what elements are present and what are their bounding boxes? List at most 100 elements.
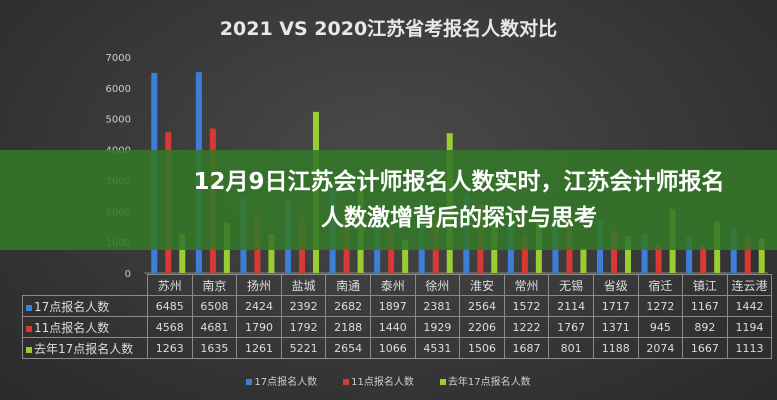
table-cell: 1261 [236,337,282,359]
table-cell: 1572 [503,295,550,317]
table-cell: 4531 [414,337,461,359]
series-name: 17点报名人数 [34,299,110,314]
table-cell: 2188 [325,316,371,338]
table-cell: 4681 [191,316,238,338]
category-label: 苏州 [147,274,193,296]
table-cell: 1371 [592,316,639,338]
table-cell: 5221 [280,337,327,359]
bar [580,248,587,273]
bar [641,233,648,273]
category-label: 盐城 [280,274,327,296]
legend-swatch [246,379,253,385]
bar [402,240,409,273]
table-cell: 1440 [369,316,416,338]
category-label: 泰州 [369,274,416,296]
table-cell: 1113 [726,337,773,359]
table-cell: 1667 [682,337,728,359]
bar [611,230,617,273]
chart-title: 2021 VS 2020江苏省考报名人数对比 [219,18,558,40]
legend-swatch [439,379,446,385]
category-label: 常州 [503,274,550,296]
table-cell: 1790 [236,316,282,338]
series-swatch [26,325,32,332]
table-cell: 1767 [548,316,594,338]
series-label: 11点报名人数 [22,316,148,338]
legend-item: 11点报名人数 [343,373,414,388]
headline-line2: 人数激增背后的探讨与思考 [321,205,597,231]
table-cell: 945 [637,316,684,338]
table-cell: 1222 [503,316,550,338]
table-cell: 2074 [637,337,684,359]
table-cell: 2682 [325,295,371,317]
series-label: 17点报名人数 [22,295,148,317]
table-cell: 1263 [147,337,193,359]
bar [700,245,707,273]
series-name: 11点报名人数 [34,320,110,335]
legend: 17点报名人数 11点报名人数 去年17点报名人数 [0,373,777,388]
table-cell: 2206 [459,316,505,338]
legend-label: 去年17点报名人数 [447,377,531,388]
table-cell: 1897 [369,295,416,317]
table-cell: 2564 [459,295,505,317]
bar [730,228,737,273]
category-label: 连云港 [726,274,773,296]
y-tick-label: 5000 [106,115,131,126]
table-cell: 892 [682,316,728,338]
headline-banner: 12月9日江苏会计师报名人数实时，江苏会计师报名 人数激增背后的探讨与思考 [0,150,777,250]
series-name: 去年17点报名人数 [34,341,134,356]
data-table: 苏州 南京 扬州 盐城 南通 泰州 徐州 淮安 常州 无锡 省级 宿迁 镇江 连云港 17点报名人数 6485… [22,274,773,359]
legend-item: 17点报名人数 [246,373,317,388]
table-cell: 1167 [682,295,728,317]
series-swatch [26,346,32,353]
table-cell: 1717 [592,295,639,317]
y-tick-label: 0 [125,269,131,280]
bar [625,236,631,273]
bar [655,243,662,273]
bar [388,228,395,273]
table-cell: 6485 [147,295,193,317]
series-label: 去年17点报名人数 [22,337,148,359]
table-corner [23,275,148,296]
table-cell: 2424 [236,295,282,317]
table-cell: 1635 [191,337,238,359]
table-cell: 4568 [147,316,193,338]
table-cell: 1792 [280,316,327,338]
category-label: 徐州 [414,274,461,296]
bar [758,238,765,273]
table-cell: 1929 [414,316,461,338]
table-cell: 801 [548,337,594,359]
bar [268,234,275,273]
category-label: 省级 [592,274,639,296]
category-label: 南京 [191,274,238,296]
legend-label: 11点报名人数 [351,377,414,388]
y-tick-label: 7000 [106,53,131,64]
table-cell: 6508 [191,295,238,317]
table-cell: 2392 [280,295,327,317]
legend-item: 去年17点报名人数 [439,373,531,388]
category-label: 无锡 [548,274,594,296]
table-cell: 1272 [637,295,684,317]
category-label: 淮安 [459,274,505,296]
table-cell: 1442 [726,295,773,317]
bar [686,236,693,273]
table-cell: 1188 [592,337,639,359]
table-row: 17点报名人数 6485 6508 2424 2392 2682 1897 2381 2564 1… [22,295,773,317]
category-label: 镇江 [682,274,728,296]
table-cell: 1687 [503,337,550,359]
series-swatch [26,304,32,311]
table-row: 11点报名人数 4568 4681 1790 1792 2188 1440 1929 2206 1… [22,316,773,338]
headline-line1: 12月9日江苏会计师报名人数实时，江苏会计师报名 [193,169,725,195]
table-row: 去年17点报名人数 1263 1635 1261 5221 2654 1066 4531 150… [22,337,773,359]
table-cell: 1506 [459,337,505,359]
table-cell: 1194 [726,316,773,338]
table-cell: 1066 [369,337,416,359]
bar [179,234,186,273]
bar [744,236,751,273]
table-cell: 2381 [414,295,461,317]
table-cell: 2654 [325,337,371,359]
category-label: 南通 [325,274,371,296]
y-tick-label: 6000 [106,84,131,95]
bar [521,235,528,273]
table-cell: 2114 [548,295,594,317]
category-label: 扬州 [236,274,282,296]
